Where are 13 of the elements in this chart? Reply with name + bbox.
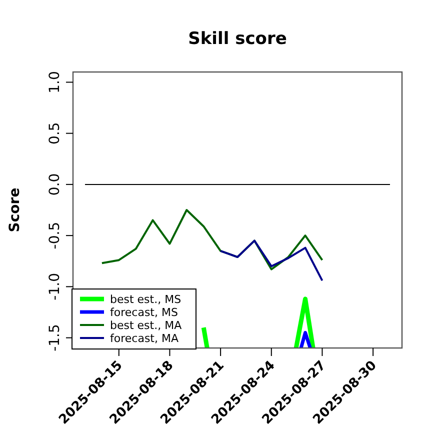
y-tick-label: 0.5	[47, 122, 63, 144]
y-tick-label: -0.5	[47, 222, 63, 250]
y-axis-title: Score	[7, 188, 23, 232]
legend-label: best est., MS	[110, 293, 182, 306]
y-tick-label: -1.0	[47, 273, 63, 300]
y-tick-label: 0.0	[47, 173, 63, 196]
y-tick-label: 1.0	[47, 71, 63, 94]
legend-label: forecast, MS	[110, 306, 178, 319]
chart-title: Skill score	[188, 29, 287, 49]
legend-label: best est., MA	[110, 319, 182, 332]
line-series	[220, 240, 324, 282]
y-tick-label: -1.5	[47, 324, 63, 352]
legend-label: forecast, MA	[110, 332, 179, 345]
